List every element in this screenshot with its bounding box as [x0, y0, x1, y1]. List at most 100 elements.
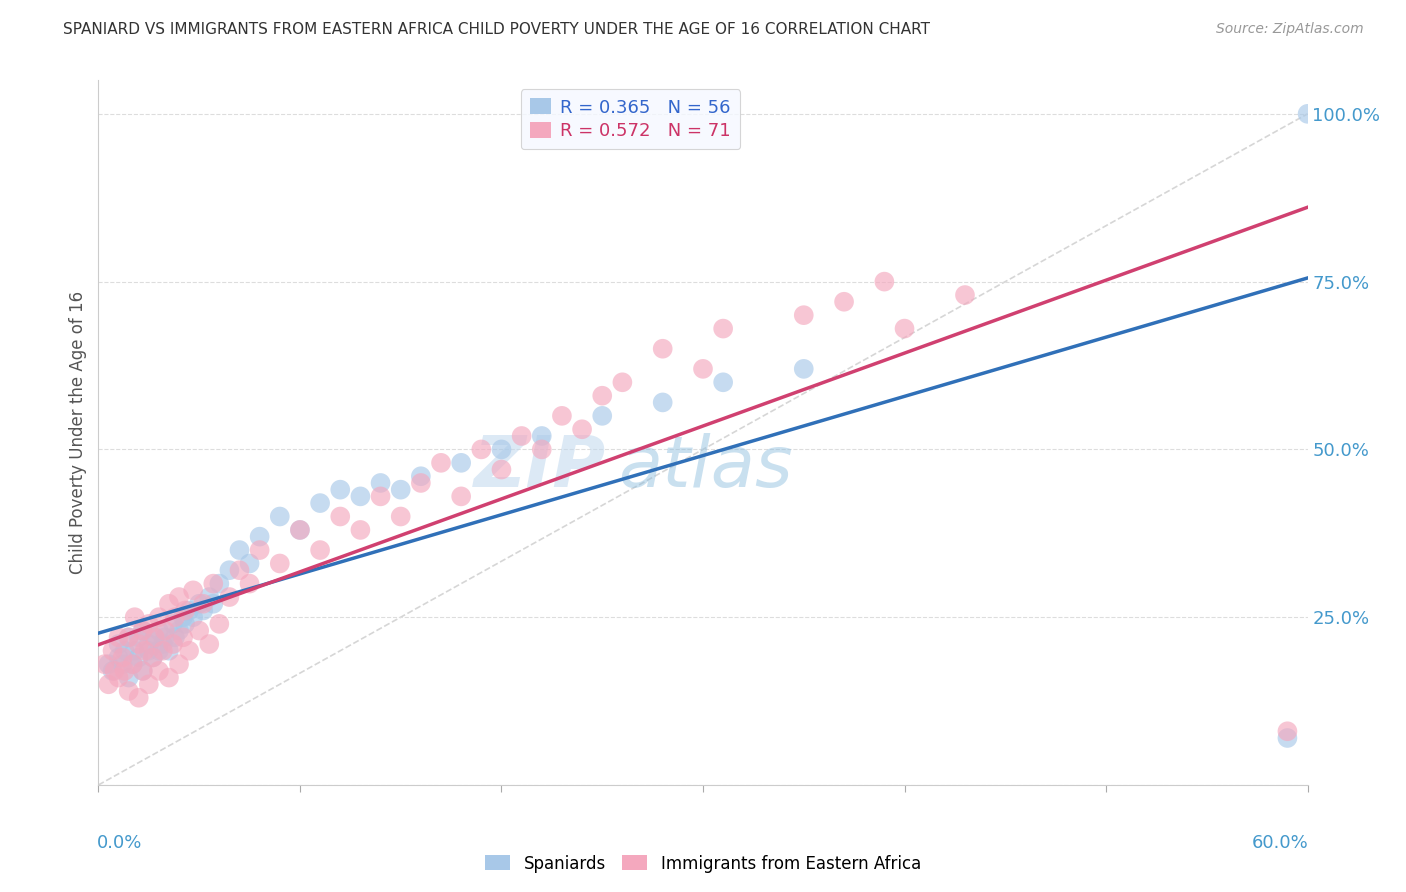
- Point: [692, 362, 714, 376]
- Point: [198, 590, 221, 604]
- Point: [103, 664, 125, 678]
- Text: Source: ZipAtlas.com: Source: ZipAtlas.com: [1216, 22, 1364, 37]
- Point: [249, 543, 271, 558]
- Point: [153, 624, 176, 638]
- Point: [893, 321, 915, 335]
- Point: [188, 597, 211, 611]
- Point: [202, 576, 225, 591]
- Point: [551, 409, 574, 423]
- Point: [711, 321, 734, 335]
- Point: [107, 637, 129, 651]
- Point: [138, 644, 160, 658]
- Point: [179, 603, 201, 617]
- Text: 0.0%: 0.0%: [97, 834, 142, 852]
- Point: [152, 637, 174, 651]
- Point: [530, 442, 553, 457]
- Point: [228, 543, 250, 558]
- Point: [208, 576, 231, 591]
- Point: [148, 644, 170, 658]
- Point: [239, 557, 262, 571]
- Point: [118, 630, 141, 644]
- Point: [202, 597, 225, 611]
- Point: [128, 637, 150, 651]
- Point: [188, 624, 211, 638]
- Point: [288, 523, 311, 537]
- Point: [218, 590, 240, 604]
- Point: [1277, 731, 1299, 745]
- Point: [118, 671, 141, 685]
- Text: SPANIARD VS IMMIGRANTS FROM EASTERN AFRICA CHILD POVERTY UNDER THE AGE OF 16 COR: SPANIARD VS IMMIGRANTS FROM EASTERN AFRI…: [63, 22, 931, 37]
- Point: [167, 624, 190, 638]
- Point: [450, 489, 472, 503]
- Point: [114, 664, 136, 678]
- Point: [651, 395, 673, 409]
- Point: [124, 610, 146, 624]
- Point: [249, 530, 271, 544]
- Legend: Spaniards, Immigrants from Eastern Africa: Spaniards, Immigrants from Eastern Afric…: [478, 848, 928, 880]
- Point: [142, 650, 165, 665]
- Point: [591, 389, 613, 403]
- Point: [711, 376, 734, 390]
- Point: [111, 650, 134, 665]
- Text: ZIP: ZIP: [474, 434, 606, 502]
- Point: [1277, 724, 1299, 739]
- Point: [162, 637, 184, 651]
- Point: [208, 616, 231, 631]
- Point: [198, 637, 221, 651]
- Point: [138, 637, 160, 651]
- Point: [612, 376, 634, 390]
- Point: [143, 630, 166, 644]
- Point: [510, 429, 533, 443]
- Point: [132, 664, 155, 678]
- Point: [172, 630, 194, 644]
- Point: [370, 475, 392, 490]
- Point: [349, 523, 371, 537]
- Point: [111, 657, 134, 672]
- Point: [450, 456, 472, 470]
- Point: [181, 610, 204, 624]
- Point: [118, 630, 141, 644]
- Point: [1296, 107, 1319, 121]
- Text: atlas: atlas: [619, 434, 793, 502]
- Point: [107, 630, 129, 644]
- Point: [132, 664, 155, 678]
- Point: [128, 630, 150, 644]
- Point: [157, 597, 180, 611]
- Point: [181, 583, 204, 598]
- Point: [167, 590, 190, 604]
- Point: [153, 630, 176, 644]
- Point: [148, 624, 170, 638]
- Point: [101, 664, 124, 678]
- Point: [121, 657, 143, 672]
- Point: [370, 489, 392, 503]
- Point: [239, 576, 262, 591]
- Point: [143, 630, 166, 644]
- Point: [162, 616, 184, 631]
- Point: [491, 462, 513, 476]
- Point: [389, 509, 412, 524]
- Point: [832, 294, 855, 309]
- Point: [389, 483, 412, 497]
- Point: [329, 483, 352, 497]
- Point: [101, 644, 124, 658]
- Legend: R = 0.365   N = 56, R = 0.572   N = 71: R = 0.365 N = 56, R = 0.572 N = 71: [520, 89, 740, 149]
- Point: [309, 543, 332, 558]
- Point: [157, 671, 180, 685]
- Point: [288, 523, 311, 537]
- Point: [193, 603, 215, 617]
- Point: [167, 657, 190, 672]
- Point: [470, 442, 492, 457]
- Point: [651, 342, 673, 356]
- Point: [179, 644, 201, 658]
- Point: [118, 684, 141, 698]
- Point: [172, 610, 194, 624]
- Point: [793, 362, 815, 376]
- Point: [309, 496, 332, 510]
- Point: [148, 610, 170, 624]
- Point: [571, 422, 593, 436]
- Point: [591, 409, 613, 423]
- Point: [953, 288, 976, 302]
- Y-axis label: Child Poverty Under the Age of 16: Child Poverty Under the Age of 16: [69, 291, 87, 574]
- Point: [793, 308, 815, 322]
- Point: [228, 563, 250, 577]
